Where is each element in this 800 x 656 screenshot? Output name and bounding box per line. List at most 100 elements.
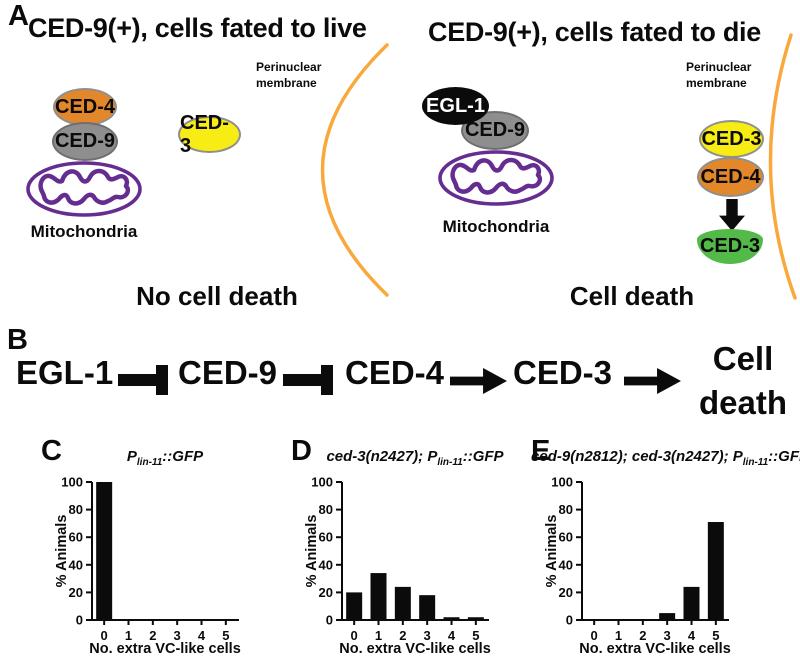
svg-text:4: 4 (688, 628, 696, 643)
bar-plot: 0 20 40 60 80 100 0 1 2 3 4 5 (551, 475, 729, 643)
panel-b-label: B (7, 324, 28, 356)
svg-text:4: 4 (198, 628, 206, 643)
svg-text:20: 20 (559, 585, 573, 600)
svg-text:5: 5 (222, 628, 229, 643)
svg-text:60: 60 (319, 530, 333, 545)
svg-text:40: 40 (319, 557, 333, 572)
svg-text:60: 60 (559, 530, 573, 545)
panel-c-label: C (41, 435, 62, 467)
perinuclear-membrane-arcs (320, 33, 797, 300)
x-axis-label: No. extra VC-like cells (579, 641, 731, 656)
mitochondria-label-right: Mitochondria (442, 217, 550, 236)
svg-text:5: 5 (472, 628, 479, 643)
svg-text:0: 0 (101, 628, 108, 643)
bar-plot: 0 20 40 60 80 100 0 1 2 3 4 5 (61, 475, 239, 643)
pathway-node-ced3: CED-3 (513, 354, 613, 391)
protein-ced9-left-label: CED-9 (54, 130, 115, 152)
mitochondria-outer-membrane-left (26, 161, 142, 217)
svg-text:100: 100 (61, 475, 83, 490)
svg-text:80: 80 (559, 502, 573, 517)
chart-title: ced-3(n2427); Plin-11::GFP (326, 448, 504, 468)
membrane-arc-right (768, 33, 797, 300)
mitochondria-cristae-left (38, 168, 131, 206)
svg-text:100: 100 (311, 475, 333, 490)
svg-text:1: 1 (125, 628, 132, 643)
membrane-arc-left (320, 43, 389, 297)
protein-ced4-right: CED-4 (697, 157, 764, 197)
svg-text:0: 0 (351, 628, 358, 643)
svg-text:60: 60 (69, 530, 83, 545)
svg-text:0: 0 (566, 613, 573, 628)
x-axis-label: No. extra VC-like cells (89, 641, 241, 656)
svg-text:100: 100 (551, 475, 573, 490)
activation-arrow-right-icon (624, 368, 681, 394)
svg-text:1: 1 (615, 628, 622, 643)
svg-text:0: 0 (591, 628, 598, 643)
protein-ced3-left: CED-3 (178, 112, 241, 157)
svg-text:3: 3 (174, 628, 181, 643)
perinuclear-membrane-label-left: Perinuclear membrane (256, 60, 322, 90)
svg-text:2: 2 (149, 628, 156, 643)
svg-text:80: 80 (319, 502, 333, 517)
svg-text:5: 5 (712, 628, 719, 643)
inhibition-arrow-icon (118, 365, 168, 395)
svg-text:0: 0 (326, 613, 333, 628)
protein-ced3-left-label: CED-3 (180, 111, 229, 157)
protein-ced3-inactive-label: CED-3 (701, 127, 762, 150)
pathway-terminal-line1: Cell (712, 340, 774, 377)
svg-text:40: 40 (69, 557, 83, 572)
svg-text:1: 1 (375, 628, 382, 643)
mitochondria-cristae-right (450, 157, 543, 195)
outcome-cell-death: Cell death (569, 281, 695, 311)
inhibition-arrow-icon (283, 365, 333, 395)
svg-text:4: 4 (448, 628, 456, 643)
panel-d-label: D (291, 435, 312, 467)
pathway-node-ced9: CED-9 (178, 354, 278, 391)
svg-text:80: 80 (69, 502, 83, 517)
protein-ced9-left: CED-9 (52, 122, 118, 161)
chart-panel-c: C Plin-11::GFP % Animals 0 20 40 60 80 100 0 1 2… (30, 435, 255, 656)
inhibition-shaft (283, 374, 321, 386)
svg-text:3: 3 (664, 628, 671, 643)
pathway-node-ced4: CED-4 (345, 354, 445, 391)
svg-text:2: 2 (639, 628, 646, 643)
mitochondria-drawing-right (438, 150, 554, 206)
cell-die-title: CED-9(+), cells fated to die (428, 17, 761, 47)
inhibition-endbar (156, 365, 168, 395)
outcome-no-cell-death: No cell death (136, 281, 298, 311)
protein-ced3-active-label: CED-3 (699, 235, 760, 257)
cell-live-title: CED-9(+), cells fated to live (28, 13, 367, 43)
inhibition-shaft (118, 374, 156, 386)
pathway-node-egl1: EGL-1 (16, 354, 114, 391)
protein-ced4-right-label: CED-4 (700, 165, 761, 188)
protein-ced4-left-label: CED-4 (55, 95, 116, 118)
panel-e-label: E (531, 435, 551, 467)
pathway-terminal-line2: death (698, 383, 787, 421)
pathway-terminal-cell-death: Cell death (687, 337, 799, 424)
protein-egl1-label: EGL-1 (426, 94, 485, 117)
inhibition-endbar (321, 365, 333, 395)
protein-egl1: EGL-1 (422, 87, 489, 125)
mitochondria-outer-membrane-right (438, 150, 554, 206)
mitochondria-label-left: Mitochondria (30, 222, 138, 241)
protein-ced3-inactive-right: CED-3 (699, 120, 764, 158)
protein-ced9-right-label: CED-9 (464, 119, 525, 141)
chart-title: ced-9(n2812); ced-3(n2427); Plin-11::GFP (531, 448, 800, 468)
svg-text:3: 3 (424, 628, 431, 643)
mitochondria-drawing-left (26, 161, 142, 217)
protein-ced4-left: CED-4 (53, 88, 117, 126)
chart-title: Plin-11::GFP (126, 448, 204, 468)
svg-text:2: 2 (399, 628, 406, 643)
svg-text:40: 40 (559, 557, 573, 572)
svg-text:20: 20 (319, 585, 333, 600)
svg-text:20: 20 (69, 585, 83, 600)
activation-arrow-right-icon (450, 368, 507, 394)
svg-text:0: 0 (76, 613, 83, 628)
bar-plot: 0 20 40 60 80 100 0 1 2 3 4 5 (311, 475, 489, 643)
chart-panel-d: D ced-3(n2427); Plin-11::GFP % Animals 0… (280, 435, 505, 656)
chart-panel-e: E ced-9(n2812); ced-3(n2427); Plin-11::G… (520, 435, 800, 656)
x-axis-label: No. extra VC-like cells (339, 641, 491, 656)
panel-a-label: A (8, 0, 29, 32)
perinuclear-membrane-label-right: Perinuclear membrane (686, 60, 752, 90)
